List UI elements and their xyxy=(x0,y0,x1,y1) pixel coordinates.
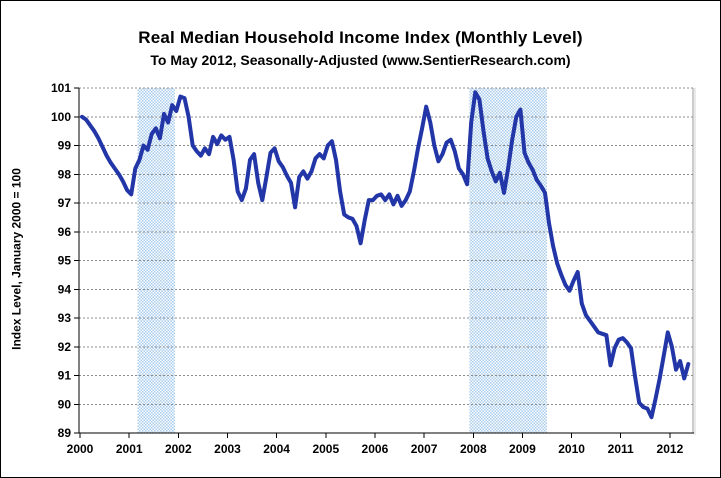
x-tick-label: 2002 xyxy=(165,442,192,456)
x-tick-label: 2010 xyxy=(558,442,585,456)
chart-title: Real Median Household Income Index (Mont… xyxy=(138,28,583,47)
x-tick-label: 2005 xyxy=(312,442,339,456)
chart-subtitle: To May 2012, Seasonally-Adjusted (www.Se… xyxy=(150,52,571,68)
y-tick-label: 100 xyxy=(51,110,71,124)
y-tick-label: 95 xyxy=(58,254,72,268)
y-tick-label: 93 xyxy=(58,311,72,325)
x-tick-label: 2001 xyxy=(116,442,143,456)
y-tick-label: 101 xyxy=(51,81,71,95)
y-tick-label: 91 xyxy=(58,369,72,383)
y-tick-label: 90 xyxy=(58,397,72,411)
y-tick-label: 96 xyxy=(58,225,72,239)
x-tick-label: 2011 xyxy=(608,442,634,456)
y-tick-label: 99 xyxy=(58,139,72,153)
x-tick-label: 2000 xyxy=(67,442,94,456)
y-tick-label: 98 xyxy=(58,167,72,181)
y-tick-label: 89 xyxy=(58,426,72,440)
income-index-line xyxy=(80,90,691,420)
x-tick-label: 2008 xyxy=(460,442,487,456)
x-tick-label: 2009 xyxy=(509,442,536,456)
x-tick-label: 2006 xyxy=(362,442,389,456)
x-tick-label: 2003 xyxy=(214,442,241,456)
y-tick-label: 97 xyxy=(58,196,72,210)
x-tick-label: 2012 xyxy=(657,442,684,456)
y-tick-label: 92 xyxy=(58,340,72,354)
x-tick-label: 2004 xyxy=(263,442,290,456)
y-tick-label: 94 xyxy=(58,282,72,296)
x-tick-label: 2007 xyxy=(411,442,438,456)
